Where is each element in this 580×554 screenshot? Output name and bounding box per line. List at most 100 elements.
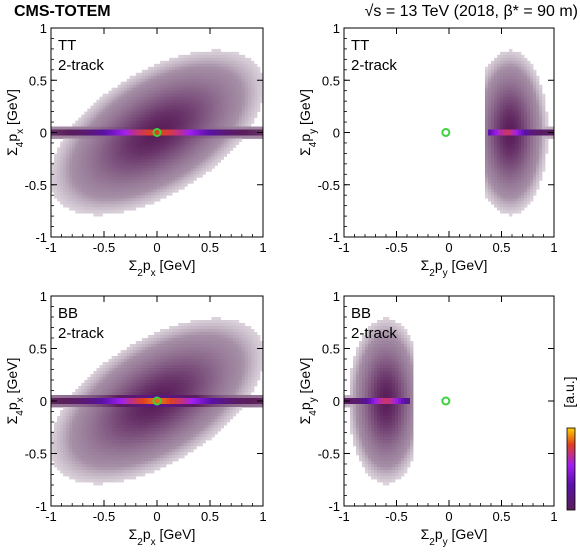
heatmap-cell — [132, 198, 137, 202]
heatmap-cell — [69, 168, 73, 172]
heatmap-cell — [172, 78, 176, 83]
heatmap-cell — [93, 174, 97, 178]
heatmap-cell — [123, 458, 128, 462]
heatmap-cell — [105, 413, 109, 417]
heatmap-cell — [111, 168, 115, 172]
heatmap-cell — [536, 177, 540, 181]
heatmap-cell — [497, 78, 501, 83]
heatmap-cell — [244, 123, 249, 127]
heatmap-cell — [117, 87, 122, 92]
heatmap-cell — [87, 150, 91, 154]
heatmap-cell — [108, 458, 112, 462]
heatmap-cell — [69, 434, 73, 438]
heatmap-cell — [63, 174, 67, 178]
heatmap-cell — [96, 168, 100, 172]
heatmap-cell — [533, 81, 537, 86]
heatmap-cell — [199, 102, 203, 107]
heatmap-cell — [132, 428, 137, 432]
heatmap-cell — [105, 440, 109, 444]
heatmap-cell — [503, 168, 507, 172]
heatmap-cell — [160, 180, 164, 184]
x-axis-label: Σ2px [GeV] — [129, 257, 196, 279]
heatmap-cell — [527, 126, 531, 130]
heatmap-cell — [539, 135, 543, 139]
heatmap-cell — [75, 180, 79, 184]
heatmap-cell — [491, 174, 495, 178]
heatmap-cell — [84, 192, 88, 196]
heatmap-cell — [135, 455, 140, 459]
heatmap-cell — [187, 144, 191, 148]
heatmap-cell — [211, 159, 215, 163]
heatmap-cell — [102, 210, 106, 214]
heatmap-cell — [114, 189, 119, 193]
heatmap-cell — [99, 204, 103, 208]
heatmap-cell — [539, 159, 543, 163]
heatmap-cell — [105, 419, 109, 423]
heatmap-cell — [530, 165, 534, 169]
heatmap-cell — [129, 413, 134, 417]
heatmap-cell — [506, 144, 510, 148]
heatmap-cell — [114, 90, 119, 95]
heatmap-cell — [241, 135, 246, 139]
heatmap-cell — [190, 84, 194, 89]
heatmap-cell — [169, 63, 173, 68]
heatmap-cell — [75, 147, 79, 151]
heatmap-cell — [120, 87, 125, 92]
heatmap-cell — [542, 153, 546, 157]
heatmap-cell — [175, 171, 179, 175]
heatmap-cell — [126, 93, 131, 98]
heatmap-cell — [72, 126, 76, 130]
heatmap-cell — [54, 458, 58, 462]
heatmap-cell — [232, 57, 237, 62]
heatmap-cell — [108, 159, 112, 163]
heatmap-cell — [202, 120, 206, 124]
heatmap-cell — [256, 108, 261, 112]
heatmap-cell — [126, 207, 131, 211]
heatmap-cell — [184, 150, 188, 154]
heatmap-cell — [521, 204, 525, 208]
heatmap-cell — [500, 126, 504, 130]
heatmap-cell — [75, 479, 79, 483]
heatmap-cell — [147, 156, 152, 160]
heatmap-cell — [160, 123, 164, 127]
heatmap-cell — [509, 66, 513, 71]
heatmap-cell — [141, 455, 146, 459]
heatmap-cell — [175, 117, 179, 121]
heatmap-cell — [93, 135, 97, 139]
heatmap-cell — [144, 389, 149, 393]
heatmap-cell — [141, 171, 146, 175]
heatmap-cell — [102, 96, 106, 101]
heatmap-cell — [515, 72, 519, 77]
heatmap-cell — [199, 174, 203, 178]
heatmap-cell — [81, 114, 85, 118]
heatmap-cell — [66, 153, 70, 157]
heatmap-cell — [117, 422, 122, 426]
heatmap-cell — [147, 189, 152, 193]
heatmap-cell — [178, 87, 182, 92]
heatmap-cell — [87, 443, 91, 447]
heatmap-cell — [81, 123, 85, 127]
heatmap-cell — [141, 183, 146, 187]
heatmap-cell — [108, 123, 112, 127]
heatmap-cell — [129, 114, 134, 118]
heatmap-cell — [166, 108, 170, 112]
heatmap-cell — [69, 458, 73, 462]
heatmap-cell — [488, 192, 492, 196]
heatmap-cell — [138, 198, 143, 202]
heatmap-cell — [144, 377, 149, 381]
heatmap-cell — [144, 470, 149, 474]
heatmap-cell — [539, 117, 543, 121]
heatmap-cell — [521, 138, 525, 142]
heatmap-cell — [220, 81, 225, 86]
heatmap-cell — [223, 120, 228, 124]
heatmap-cell — [135, 75, 140, 80]
heatmap-cell — [117, 398, 122, 402]
heatmap-cell — [81, 129, 85, 133]
heatmap-cell — [527, 177, 531, 181]
heatmap-cell — [69, 428, 73, 432]
heatmap-cell — [105, 195, 109, 199]
heatmap-cell — [509, 72, 513, 77]
heatmap-cell — [147, 117, 152, 121]
heatmap-cell — [93, 455, 97, 459]
heatmap-cell — [144, 105, 149, 110]
